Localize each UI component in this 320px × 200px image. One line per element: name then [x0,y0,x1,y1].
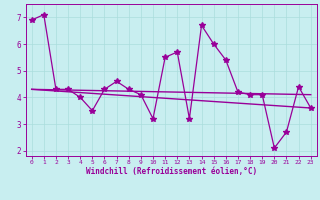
X-axis label: Windchill (Refroidissement éolien,°C): Windchill (Refroidissement éolien,°C) [86,167,257,176]
